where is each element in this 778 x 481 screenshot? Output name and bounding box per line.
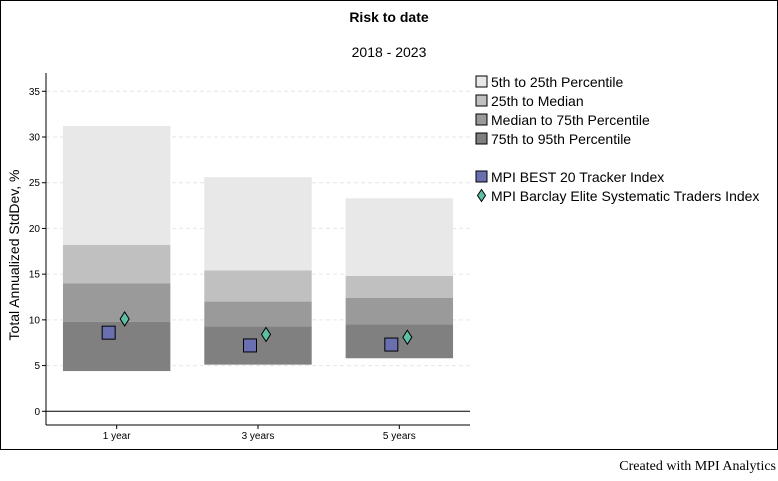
x-tick-label: 5 years: [383, 431, 416, 442]
y-tick-label: 30: [29, 133, 41, 144]
legend-marker-diamond: [476, 188, 487, 203]
percentile-bars: [62, 126, 454, 372]
legend-swatch: [475, 132, 488, 145]
y-tick-label: 5: [34, 361, 40, 372]
legend: 5th to 25th Percentile 25th to Median Medi…: [475, 74, 759, 204]
marker-square: [243, 338, 257, 353]
percentile-band: [62, 321, 171, 372]
x-tick-label: 3 years: [242, 431, 275, 442]
marker-square: [384, 337, 399, 352]
y-tick-label: 25: [29, 178, 41, 189]
percentile-band: [345, 275, 454, 298]
y-tick-label: 0: [34, 407, 40, 418]
percentile-band: [204, 270, 312, 302]
percentile-band: [62, 283, 171, 322]
percentile-band: [62, 126, 171, 245]
chart-subtitle: 2018 - 2023: [352, 44, 427, 60]
legend-label: 25th to Median: [491, 93, 584, 109]
legend-label: Median to 75th Percentile: [491, 112, 650, 128]
marker-diamond: [402, 329, 413, 346]
percentile-band: [345, 324, 454, 359]
legend-label: MPI BEST 20 Tracker Index: [491, 169, 664, 185]
legend-swatch: [475, 113, 488, 126]
y-tick-label: 10: [29, 315, 41, 326]
legend-swatch: [475, 75, 488, 88]
legend-swatch: [475, 94, 488, 107]
legend-label: 75th to 95th Percentile: [491, 131, 631, 147]
chart-title: Risk to date: [349, 9, 429, 25]
percentile-band: [62, 244, 171, 284]
marker-square: [101, 325, 116, 340]
percentile-band: [204, 301, 312, 327]
chart: Risk to date 2018 - 2023 0 5 10 15 20 25 30 35 1…: [6, 9, 759, 442]
marker-diamond: [119, 311, 130, 327]
marker-diamond: [260, 326, 272, 343]
percentile-band: [204, 177, 312, 271]
y-tick-label: 35: [29, 87, 41, 98]
y-tick-label: 15: [29, 270, 41, 281]
series-markers: [101, 311, 413, 353]
y-tick-label: 20: [29, 224, 41, 235]
y-axis-label: Total Annualized StdDev, %: [6, 170, 22, 341]
footer-credit: Created with MPI Analytics: [619, 459, 776, 474]
percentile-band: [345, 297, 454, 325]
percentile-band: [345, 198, 454, 276]
legend-label: 5th to 25th Percentile: [491, 74, 624, 90]
legend-label: MPI Barclay Elite Systematic Traders Ind…: [491, 188, 759, 204]
percentile-band: [204, 326, 312, 365]
x-tick-label: 1 year: [103, 431, 131, 442]
axes: 0 5 10 15 20 25 30 35 1 year 3 years 5 years: [29, 73, 470, 442]
legend-marker-square: [475, 170, 488, 183]
